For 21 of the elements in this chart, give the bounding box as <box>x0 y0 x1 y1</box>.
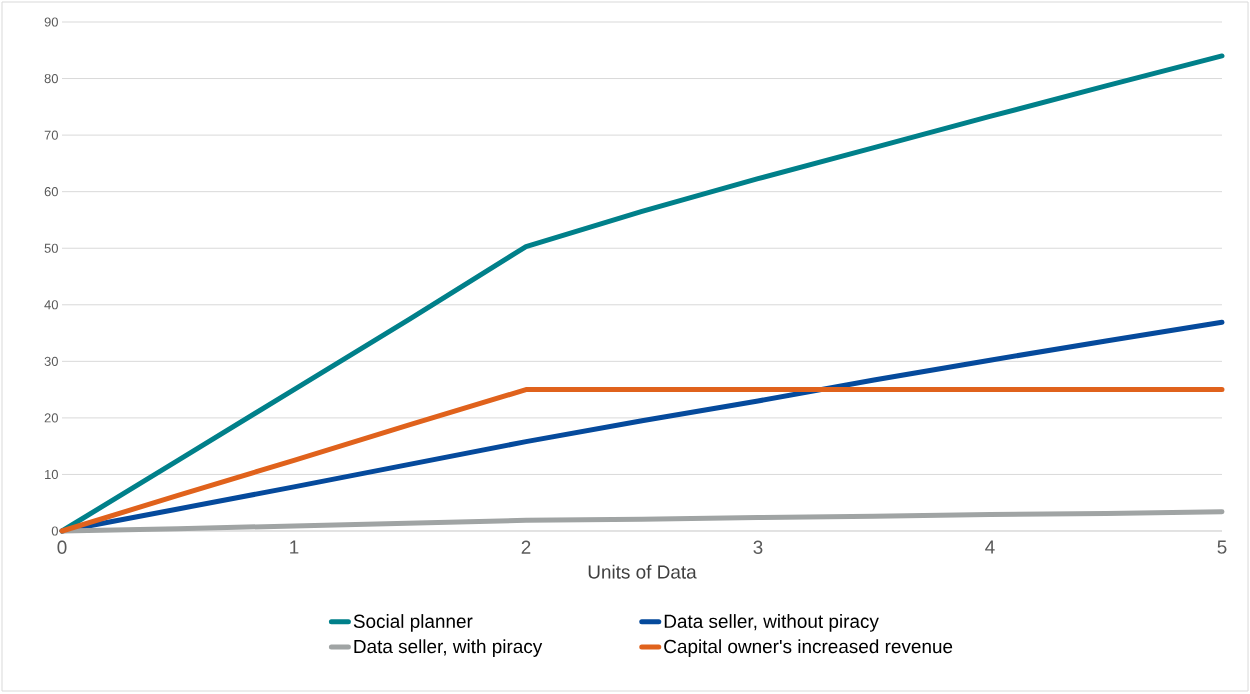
y-tick-label: 20 <box>44 413 58 423</box>
legend-label: Capital owner's increased revenue <box>664 639 953 657</box>
x-tick-label: 4 <box>985 540 995 554</box>
y-tick-label: 80 <box>44 73 58 84</box>
y-tick-label: 40 <box>44 300 58 310</box>
y-tick-label: 60 <box>44 187 58 197</box>
x-tick-label: 2 <box>521 540 531 554</box>
legend-label: Data seller, with piracy <box>354 639 543 657</box>
x-tick-label: 1 <box>290 540 299 554</box>
y-tick-label: 70 <box>44 130 58 140</box>
y-tick-label: 50 <box>44 243 58 253</box>
x-tick-label: 5 <box>1217 540 1227 554</box>
y-tick-label: 0 <box>51 526 58 536</box>
y-tick-label: 90 <box>44 17 58 27</box>
y-tick-label: 30 <box>44 356 58 366</box>
y-tick-label: 10 <box>45 469 58 480</box>
x-axis-title: Units of Data <box>588 564 697 579</box>
x-tick-label: 0 <box>57 540 67 554</box>
legend-label: Social planner <box>353 614 473 632</box>
legend-label: Data seller, without piracy <box>664 614 879 632</box>
x-tick-label: 3 <box>753 540 763 554</box>
